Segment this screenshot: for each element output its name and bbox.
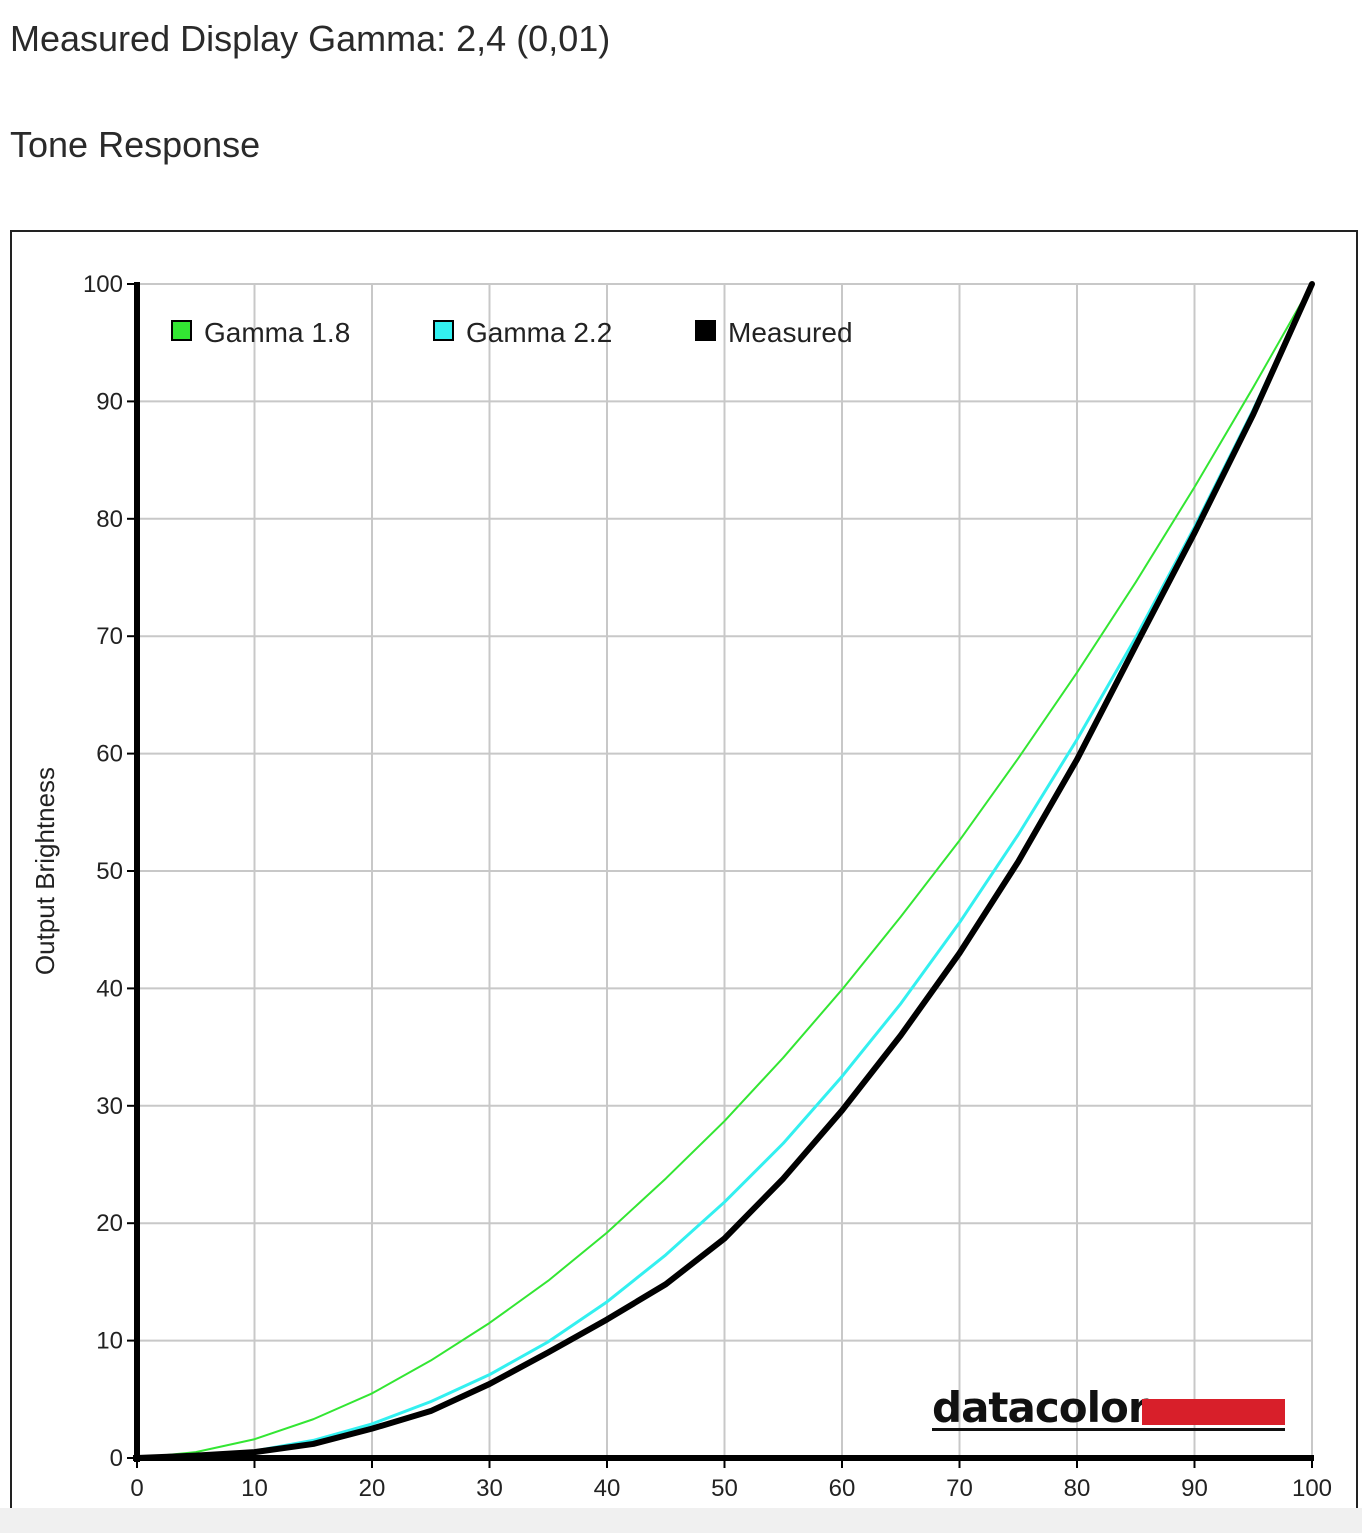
y-tick-label: 100 [83,271,123,298]
y-tick-label: 20 [96,1210,123,1237]
x-tick-label: 30 [476,1475,503,1502]
x-tick-label: 80 [1064,1475,1091,1502]
x-tick-label: 10 [241,1475,268,1502]
datacolor-logo: datacolor [932,1383,1285,1432]
logo-wordmark: datacolor [932,1383,1149,1432]
x-tick-label: 50 [711,1475,738,1502]
chart-panel: 0 10 20 30 40 50 60 70 80 90 100 0 10 20 30 40 50 60 70 80 9… [10,230,1358,1530]
x-tick-label: 20 [359,1475,386,1502]
tone-response-chart: 0 10 20 30 40 50 60 70 80 90 100 0 10 20 30 40 50 60 70 80 9… [30,271,1332,1502]
y-tick-label: 60 [96,741,123,768]
legend-swatch [171,320,192,341]
legend-label: Measured [728,317,853,348]
y-tick-label: 70 [96,623,123,650]
y-axis-label: Output Brightness [30,767,60,975]
x-tick-label: 40 [594,1475,621,1502]
y-tick-label: 40 [96,975,123,1002]
legend-label: Gamma 1.8 [204,317,350,348]
legend-swatch [433,320,454,341]
legend-label: Gamma 2.2 [466,317,612,348]
series-lines [134,281,1315,1461]
x-tick-label: 60 [829,1475,856,1502]
x-tick-label: 0 [130,1475,143,1502]
x-tick-label: 100 [1292,1475,1332,1502]
measured-gamma-heading: Measured Display Gamma: 2,4 (0,01) [10,18,611,59]
series-line-0 [136,283,1313,1459]
x-tick-label: 90 [1181,1475,1208,1502]
legend-swatch [695,320,716,341]
y-tick-label: 50 [96,858,123,885]
y-tick-label: 90 [96,388,123,415]
y-tick-label: 80 [96,506,123,533]
logo-underline [932,1428,1285,1431]
y-tick-label: 0 [110,1445,123,1472]
grid-lines [136,283,1313,1459]
y-tick-label: 10 [96,1328,123,1355]
x-tick-label: 70 [946,1475,973,1502]
tick-labels: 0 10 20 30 40 50 60 70 80 90 100 0 10 20 30 40 50 60 70 80 9… [83,271,1332,1502]
legend: Gamma 1.8 Gamma 2.2 Measured [171,317,853,348]
y-tick-label: 30 [96,1093,123,1120]
logo-red-bar [1142,1399,1285,1425]
series-line-2 [134,281,1315,1461]
footer-strip [0,1508,1362,1533]
series-line-1 [135,282,1314,1460]
tone-response-heading: Tone Response [10,124,261,165]
